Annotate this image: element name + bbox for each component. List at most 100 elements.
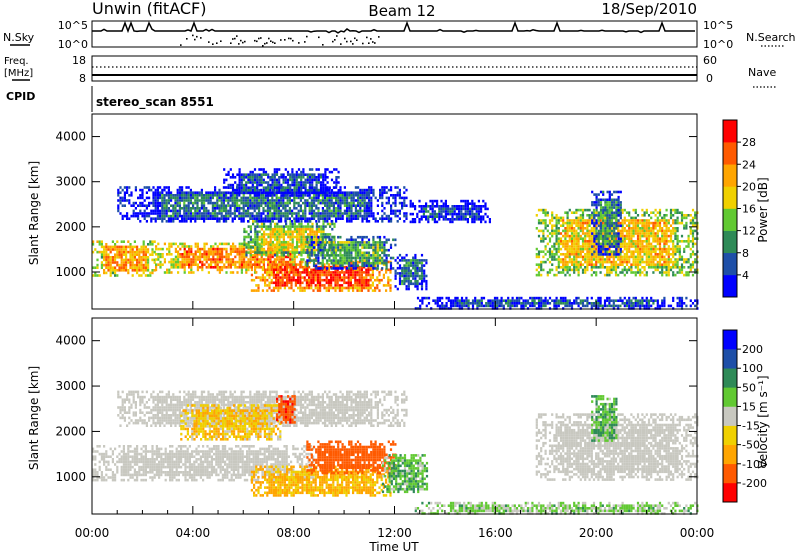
power-cell [330, 251, 333, 255]
power-cell [628, 229, 631, 233]
power-cell [167, 209, 170, 213]
power-cell [96, 250, 99, 254]
power-cell [147, 269, 150, 272]
power-cell [319, 191, 323, 195]
power-cell [590, 258, 593, 261]
power-cell [221, 242, 224, 246]
power-cell [540, 273, 543, 277]
power-cell [564, 255, 567, 259]
power-cell [253, 168, 257, 171]
power-cell [234, 266, 237, 269]
power-cell [394, 212, 397, 215]
power-cell [247, 181, 250, 184]
power-cell [111, 245, 114, 249]
power-cell [313, 209, 316, 213]
power-cell [595, 255, 598, 259]
power-cell [96, 258, 99, 262]
power-cell [592, 253, 596, 256]
power-cell [595, 250, 598, 253]
power-cell [286, 181, 290, 184]
power-cell [367, 256, 371, 260]
power-cell [178, 186, 181, 189]
power-cell [348, 267, 351, 270]
power-cell [251, 170, 254, 174]
power-cell [581, 237, 585, 240]
power-cell [542, 208, 545, 212]
power-cell [334, 278, 337, 282]
power-cell [137, 204, 140, 207]
power-cell [328, 254, 331, 257]
power-cell [332, 209, 335, 213]
power-cell [398, 188, 401, 192]
power-cell [372, 256, 375, 260]
power-cell [376, 241, 379, 244]
power-cell [630, 229, 633, 233]
power-cell [294, 265, 297, 269]
power-cell [475, 212, 478, 216]
power-cell [568, 258, 571, 261]
power-cell [167, 199, 170, 202]
power-cell [120, 256, 123, 259]
power-cell [269, 225, 272, 228]
power-cell [269, 240, 272, 244]
power-cell [272, 281, 275, 285]
power-cell [608, 255, 611, 259]
power-cell [341, 276, 344, 279]
power-cell [126, 188, 129, 192]
power-cell [133, 240, 136, 243]
power-cell [116, 269, 119, 272]
power-cell [300, 233, 303, 236]
power-cell [317, 251, 320, 255]
power-cell [356, 248, 360, 252]
power-cell [143, 217, 146, 220]
power-cell [573, 232, 576, 235]
power-cell [573, 221, 576, 225]
power-cell [196, 199, 199, 202]
power-cell [242, 204, 245, 207]
power-cell [265, 227, 268, 231]
power-cell [321, 199, 324, 202]
power-cell [293, 194, 296, 197]
power-cell [218, 255, 221, 259]
power-cell [240, 220, 243, 223]
power-cell [188, 253, 191, 256]
power-cell [247, 173, 250, 176]
power-cell [210, 247, 213, 251]
power-cell [227, 196, 230, 200]
power-cell [297, 196, 300, 200]
power-cell [341, 267, 344, 270]
power-cell [308, 189, 312, 192]
power-cell [302, 170, 305, 174]
power-cell [555, 214, 558, 217]
power-cell [251, 176, 254, 179]
power-cell [336, 271, 339, 274]
power-cell [291, 176, 294, 179]
power-cell [271, 230, 274, 234]
power-cell [209, 191, 212, 194]
power-cell [308, 276, 311, 279]
power-cell [350, 196, 353, 200]
power-cell [144, 261, 147, 264]
power-cell [203, 207, 206, 210]
power-cell [488, 220, 491, 224]
power-cell [229, 176, 232, 179]
power-cell [621, 268, 624, 272]
power-cell [383, 191, 386, 194]
power-cell [367, 251, 371, 255]
power-cell [249, 170, 252, 174]
power-cell [196, 258, 199, 261]
power-cell [623, 260, 626, 264]
power-cell [306, 235, 309, 239]
power-cell [551, 229, 554, 233]
power-cell [379, 188, 382, 192]
power-cell [295, 214, 298, 218]
power-cell [185, 250, 188, 253]
power-cell [555, 229, 558, 233]
power-cell [431, 212, 434, 216]
power-cell [139, 194, 142, 197]
power-cell [449, 220, 452, 224]
power-cell [363, 286, 366, 290]
power-cell [416, 261, 419, 265]
power-cell [258, 189, 261, 192]
power-cell [229, 250, 232, 253]
